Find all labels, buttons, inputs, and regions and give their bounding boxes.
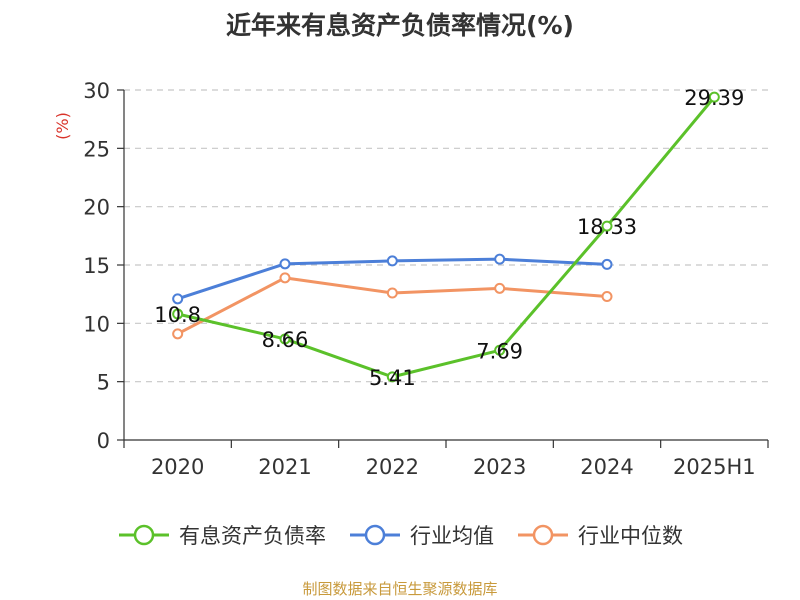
legend-item[interactable]: 行业中位数 xyxy=(516,520,683,550)
data-point xyxy=(279,258,291,270)
legend-marker xyxy=(364,524,386,546)
data-label: 8.66 xyxy=(262,328,309,352)
y-tick-label: 5 xyxy=(97,371,110,395)
legend-marker xyxy=(532,524,554,546)
x-tick-label: 2025H1 xyxy=(673,455,756,479)
legend-marker xyxy=(133,524,155,546)
x-tick-label: 2020 xyxy=(151,455,204,479)
series-line xyxy=(177,96,716,379)
data-point xyxy=(279,333,291,345)
data-labels: 10.8 8.66 5.41 7.69 18.33 29.39 xyxy=(154,86,744,390)
legend: 有息资产负债率 行业均值 行业中位数 xyxy=(0,520,800,550)
legend-label: 行业均值 xyxy=(410,524,494,548)
data-point xyxy=(386,255,398,267)
legend-label: 有息资产负债率 xyxy=(179,524,326,548)
data-point xyxy=(172,328,184,340)
data-point xyxy=(279,272,291,284)
data-point xyxy=(494,282,506,294)
y-tick-label: 25 xyxy=(83,137,110,161)
data-point xyxy=(494,253,506,265)
axes: 0 5 10 15 20 25 30 2020 2021 2022 2023 2024 2025H1 (%… xyxy=(53,79,769,479)
legend-item[interactable]: 有息资产负债率 xyxy=(117,520,326,550)
data-label: 5.41 xyxy=(369,366,416,390)
legend-line-circle-icon xyxy=(518,524,568,546)
data-label: 10.8 xyxy=(154,303,201,327)
x-tick-label: 2021 xyxy=(258,455,311,479)
data-point xyxy=(601,291,613,302)
data-point xyxy=(708,91,720,103)
data-label: 29.39 xyxy=(684,86,744,110)
y-tick-label: 20 xyxy=(83,196,110,220)
data-point xyxy=(386,287,398,299)
y-axis-label: (%) xyxy=(53,112,72,140)
y-tick-label: 15 xyxy=(83,254,110,278)
x-tick-label: 2023 xyxy=(473,455,526,479)
data-point xyxy=(494,344,506,356)
y-tick-label: 0 xyxy=(97,429,110,453)
legend-line-circle-icon xyxy=(350,524,400,546)
legend-item[interactable]: 行业均值 xyxy=(348,520,494,550)
x-tick-label: 2024 xyxy=(580,455,633,479)
grid xyxy=(124,89,768,383)
data-point xyxy=(601,258,613,270)
data-point xyxy=(601,220,613,232)
y-tick-label: 30 xyxy=(83,79,110,103)
series xyxy=(172,91,720,383)
data-point xyxy=(172,308,184,320)
legend-line-circle-icon xyxy=(119,524,169,546)
data-label: 18.33 xyxy=(577,215,637,239)
x-tick-label: 2022 xyxy=(366,455,419,479)
data-point xyxy=(386,371,398,383)
source-note: 制图数据来自恒生聚源数据库 xyxy=(302,580,498,598)
data-point xyxy=(172,293,184,305)
legend-label: 行业中位数 xyxy=(578,524,683,548)
data-label: 7.69 xyxy=(476,339,523,363)
chart-title: 近年来有息资产负债率情况(%) xyxy=(226,11,574,40)
y-tick-label: 10 xyxy=(83,312,110,336)
series-line xyxy=(176,276,608,336)
